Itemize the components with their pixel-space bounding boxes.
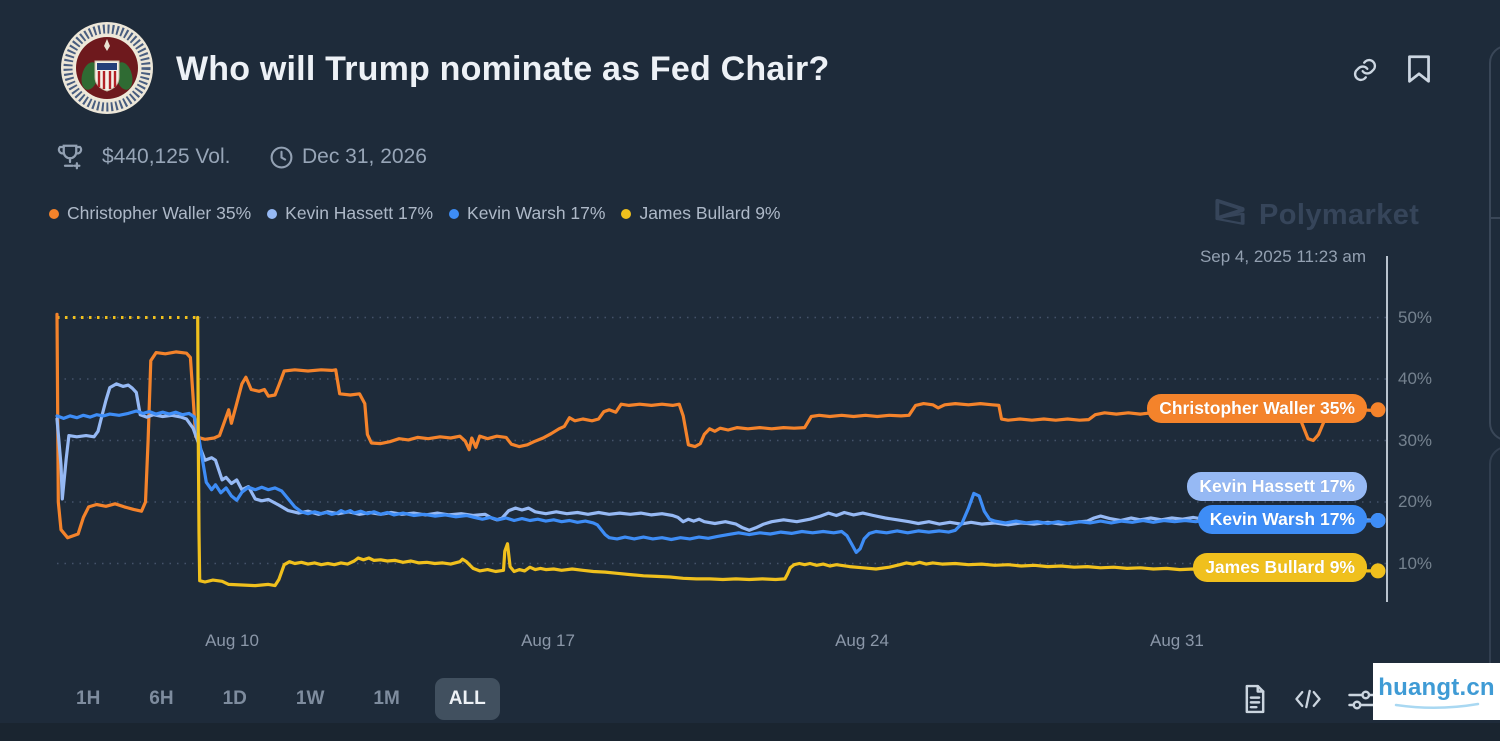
volume-trophy-icon bbox=[57, 144, 83, 170]
series-badge-kevin-hassett: Kevin Hassett 17% bbox=[1187, 472, 1367, 501]
polymarket-wordmark: Polymarket bbox=[1259, 198, 1420, 231]
series-badge-kevin-warsh: Kevin Warsh 17% bbox=[1197, 505, 1367, 534]
range-button-6h[interactable]: 6H bbox=[135, 678, 187, 720]
chart-legend: Christopher Waller 35% Kevin Hassett 17%… bbox=[49, 203, 781, 224]
legend-item-kevin-warsh[interactable]: Kevin Warsh 17% bbox=[449, 203, 605, 224]
market-rules-button[interactable] bbox=[1241, 684, 1269, 717]
code-icon bbox=[1295, 689, 1321, 709]
range-button-1d[interactable]: 1D bbox=[209, 678, 261, 720]
legend-item-james-bullard[interactable]: James Bullard 9% bbox=[621, 203, 781, 224]
bookmark-button[interactable] bbox=[1404, 54, 1434, 84]
legend-label: James Bullard 9% bbox=[639, 203, 781, 223]
range-button-1h[interactable]: 1H bbox=[62, 678, 114, 720]
page-title: Who will Trump nominate as Fed Chair? bbox=[176, 50, 830, 88]
document-icon bbox=[1245, 684, 1265, 714]
polymarket-logo-icon bbox=[1215, 198, 1245, 225]
legend-item-kevin-hassett[interactable]: Kevin Hassett 17% bbox=[267, 203, 433, 224]
range-button-1w[interactable]: 1W bbox=[282, 678, 339, 720]
end-date-clock-icon bbox=[270, 146, 293, 169]
side-panel-edge bbox=[1489, 45, 1500, 441]
time-range-selector: 1H 6H 1D 1W 1M ALL bbox=[62, 678, 500, 720]
side-panel-divider bbox=[1489, 217, 1500, 219]
x-axis-label: Aug 24 bbox=[835, 631, 889, 650]
x-axis-label: Aug 17 bbox=[521, 631, 575, 650]
series-color-dot bbox=[267, 208, 278, 219]
chart-settings-button[interactable] bbox=[1347, 686, 1377, 717]
y-axis-label: 40% bbox=[1398, 369, 1433, 388]
sliders-icon bbox=[1348, 690, 1376, 710]
legend-item-christopher-waller[interactable]: Christopher Waller 35% bbox=[49, 203, 251, 224]
embed-button[interactable] bbox=[1293, 686, 1323, 715]
legend-label: Kevin Warsh 17% bbox=[467, 203, 606, 223]
link-icon bbox=[1353, 58, 1377, 82]
federal-reserve-seal-logo bbox=[61, 22, 153, 114]
range-button-all[interactable]: ALL bbox=[434, 678, 500, 720]
range-button-1m[interactable]: 1M bbox=[359, 678, 413, 720]
legend-label: Kevin Hassett 17% bbox=[285, 203, 434, 223]
series-color-dot bbox=[449, 208, 460, 219]
copy-link-button[interactable] bbox=[1350, 56, 1380, 86]
y-axis-label: 50% bbox=[1398, 307, 1433, 327]
chart-hover-timestamp: Sep 4, 2025 11:23 am bbox=[1199, 247, 1366, 266]
legend-label: Christopher Waller 35% bbox=[67, 203, 252, 223]
x-axis-label: Aug 10 bbox=[205, 631, 259, 650]
series-color-dot bbox=[621, 208, 632, 219]
y-axis-label: 20% bbox=[1398, 492, 1433, 511]
site-watermark-text: huangt.cn bbox=[1378, 673, 1495, 701]
series-badge-christopher-waller: Christopher Waller 35% bbox=[1147, 394, 1367, 423]
bottom-section-edge bbox=[0, 723, 1500, 741]
polymarket-watermark: Polymarket bbox=[1211, 196, 1419, 234]
x-axis-label: Aug 31 bbox=[1149, 631, 1204, 650]
series-color-dot bbox=[49, 208, 59, 219]
bookmark-icon bbox=[1408, 55, 1430, 83]
end-date-text: Dec 31, 2026 bbox=[302, 145, 427, 168]
series-badge-james-bullard: James Bullard 9% bbox=[1193, 553, 1367, 582]
y-axis-label: 10% bbox=[1398, 553, 1433, 573]
site-watermark: huangt.cn bbox=[1373, 663, 1500, 720]
watermark-underline-swoosh bbox=[1394, 702, 1479, 709]
volume-text: $440,125 Vol. bbox=[102, 145, 231, 168]
y-axis-label: 30% bbox=[1398, 430, 1433, 450]
